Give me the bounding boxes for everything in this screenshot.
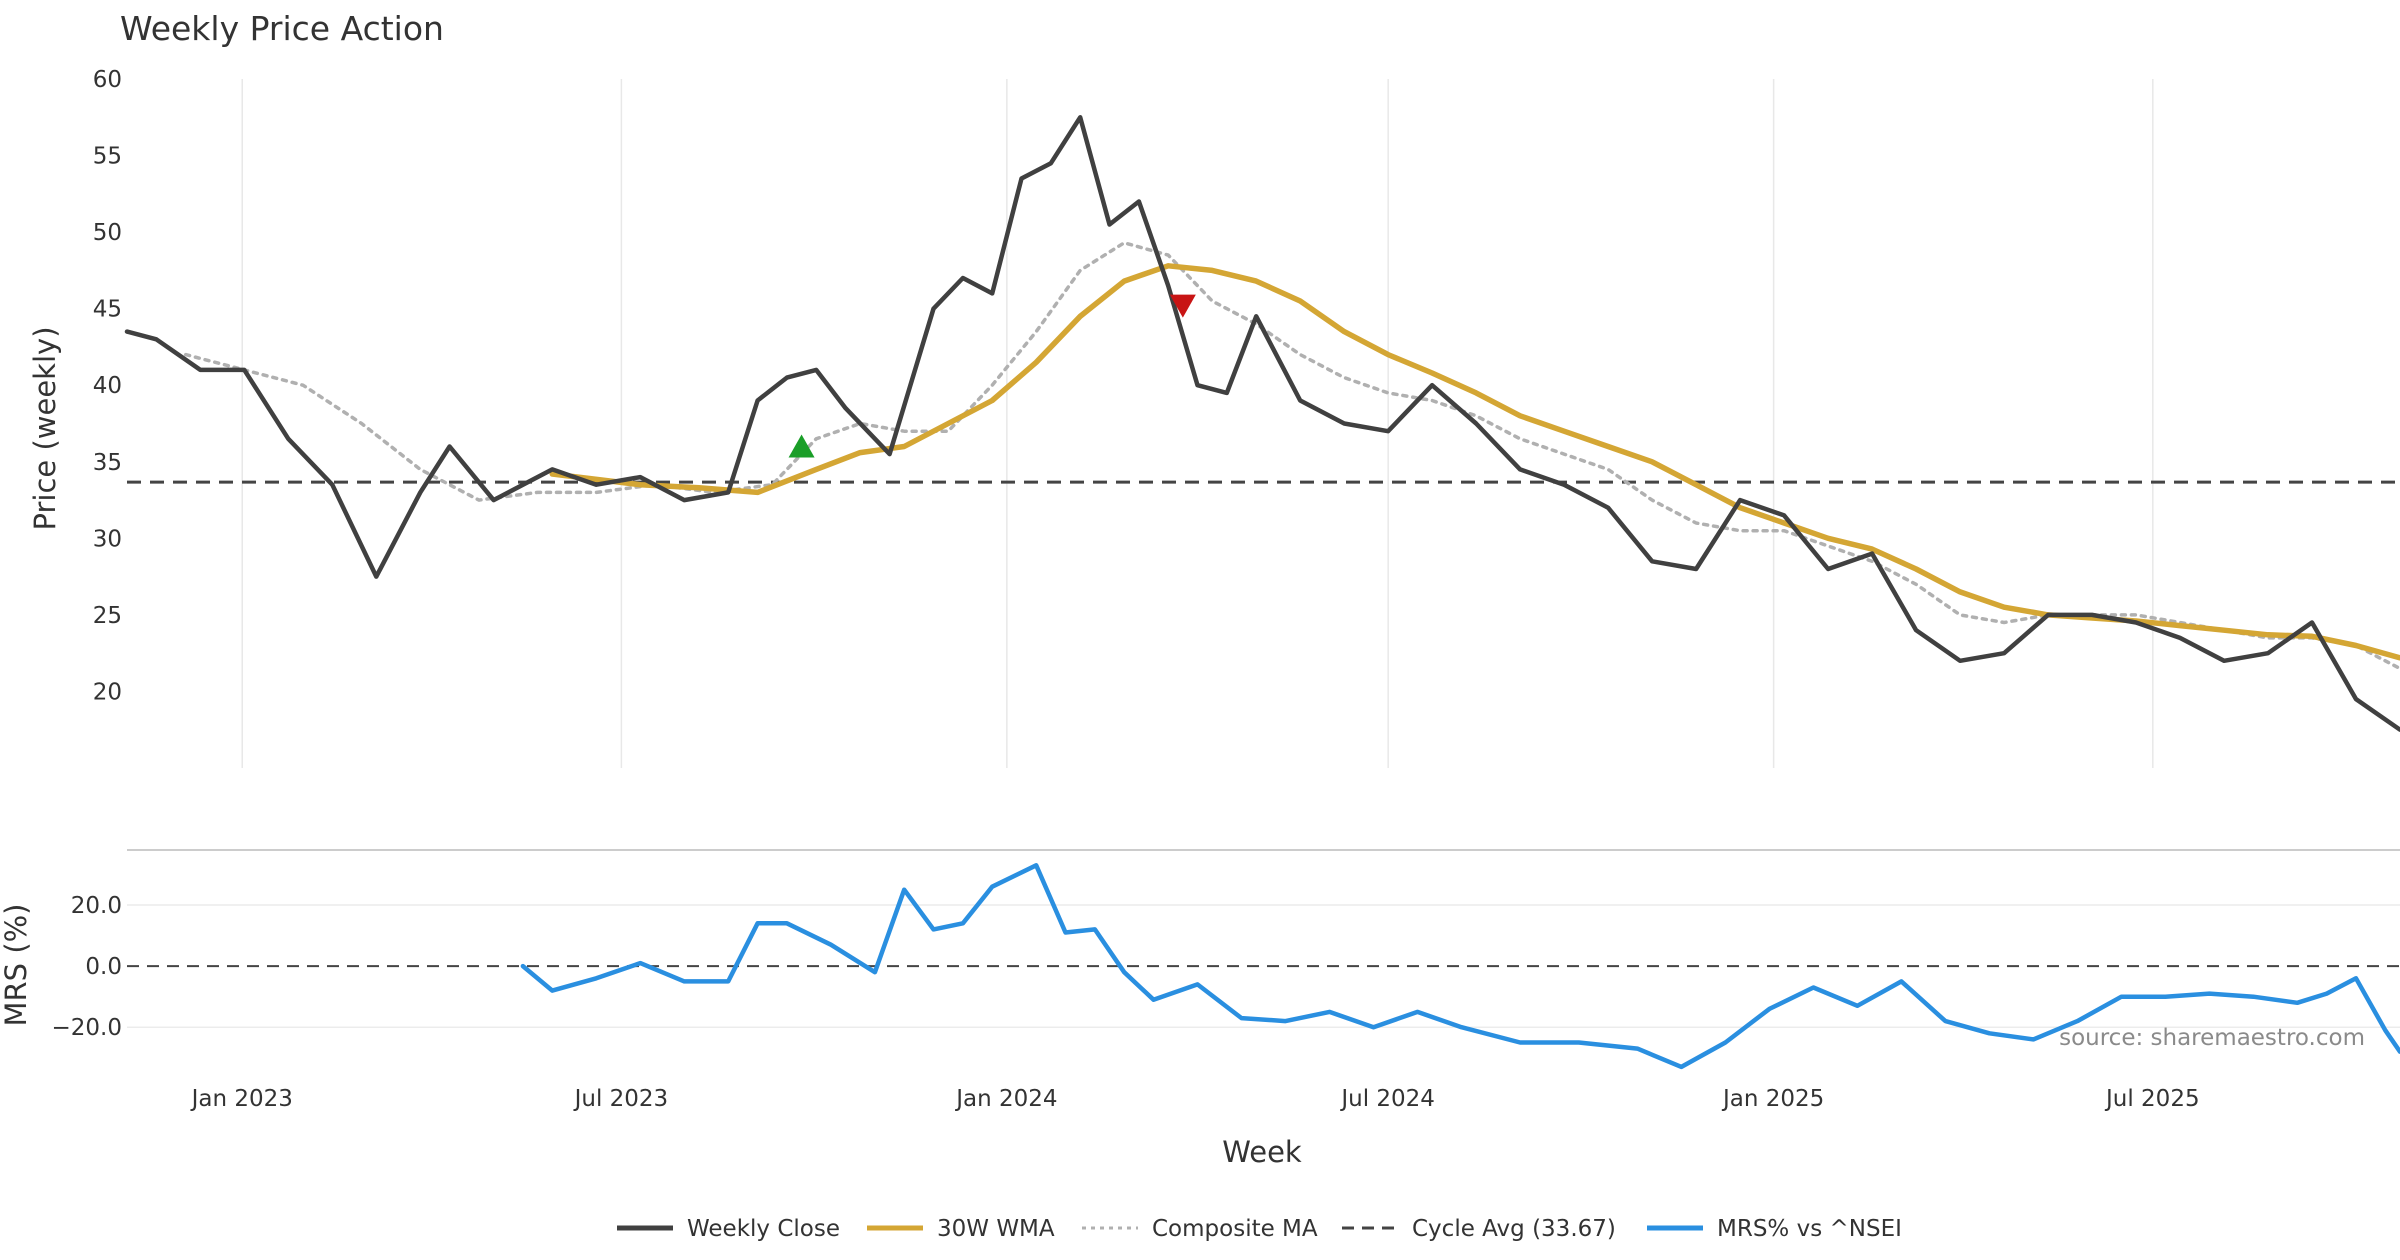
chart-title: Weekly Price Action <box>120 9 444 48</box>
legend-label: 30W WMA <box>937 1216 1055 1242</box>
mrs-axis-label: MRS (%) <box>0 904 33 1027</box>
y-tick-label: 20.0 <box>71 893 122 919</box>
y-tick-label: 60 <box>93 67 122 93</box>
legend-label: Cycle Avg (33.67) <box>1412 1216 1616 1242</box>
x-tick-label: Jan 2025 <box>1721 1086 1824 1112</box>
sell-signal-marker <box>1169 294 1196 318</box>
y-tick-label: 55 <box>93 144 122 170</box>
y-tick-label: 25 <box>93 603 122 629</box>
x-tick-label: Jan 2024 <box>954 1086 1057 1112</box>
x-axis-label: Week <box>1222 1135 1302 1169</box>
series-line-1 <box>549 263 2400 661</box>
legend-label: Composite MA <box>1152 1216 1318 1242</box>
legend-label: MRS% vs ^NSEI <box>1717 1216 1902 1242</box>
y-tick-label: 35 <box>93 450 122 476</box>
series-line-2 <box>183 241 2400 671</box>
y-tick-label: 0.0 <box>85 954 122 980</box>
legend-item[interactable]: Weekly Close <box>617 1216 840 1242</box>
legend-item[interactable]: Composite MA <box>1082 1216 1318 1242</box>
x-tick-label: Jan 2023 <box>190 1086 293 1112</box>
legend-item[interactable]: Cycle Avg (33.67) <box>1342 1216 1616 1242</box>
y-axis-label: Price (weekly) <box>28 326 62 530</box>
buy-signal-marker <box>788 434 815 458</box>
y-tick-label: 30 <box>93 526 122 552</box>
x-axis: Jan 2023 Jul 2023 Jan 2024 Jul 2024 Jan 2025… <box>190 1086 2200 1112</box>
legend-item[interactable]: 30W WMA <box>867 1216 1055 1242</box>
mrs-series-line <box>520 863 2400 1070</box>
y-tick-label: 20 <box>93 679 122 705</box>
x-tick-label: Jul 2023 <box>573 1086 669 1112</box>
legend-item[interactable]: MRS% vs ^NSEI <box>1647 1216 1902 1242</box>
legend[interactable]: Weekly Close 30W WMA Composite MA Cycle Avg… <box>617 1216 1902 1242</box>
y-tick-label: −20.0 <box>52 1015 122 1041</box>
y-tick-label: 45 <box>93 297 122 323</box>
x-tick-label: Jul 2024 <box>1339 1086 1435 1112</box>
y-tick-label: 40 <box>93 373 122 399</box>
legend-label: Weekly Close <box>687 1216 840 1242</box>
source-note: source: sharemaestro.com <box>2059 1025 2365 1051</box>
mrs-panel: −20.0 0.0 20.0 MRS (%) <box>0 849 2400 1070</box>
series-line-0 <box>124 115 2400 732</box>
price-panel: 20 25 30 35 40 45 50 55 60 Price (weekly) <box>28 67 2400 768</box>
x-tick-label: Jul 2025 <box>2104 1086 2200 1112</box>
y-tick-label: 50 <box>93 220 122 246</box>
